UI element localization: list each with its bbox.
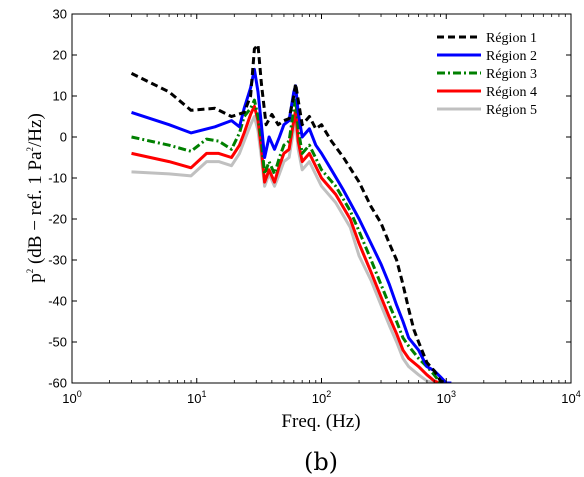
y-tick-label: -40 bbox=[48, 294, 67, 309]
y-tick-label: -50 bbox=[48, 335, 67, 350]
x-tick-label-base: 10 bbox=[561, 391, 575, 406]
x-tick-label: 100 bbox=[62, 389, 81, 406]
series-group bbox=[130, 43, 452, 383]
y-tick-label: 30 bbox=[53, 7, 67, 22]
x-axis-label: Freq. (Hz) bbox=[281, 411, 360, 432]
x-tick-label-exponent: 1 bbox=[201, 389, 206, 399]
figure-caption: (b) bbox=[304, 448, 338, 476]
y-tick-label: -20 bbox=[48, 212, 67, 227]
x-tick-label-exponent: 4 bbox=[576, 389, 581, 399]
y-tick-label: -60 bbox=[48, 376, 67, 391]
legend-label-region-1: Région 1 bbox=[486, 31, 537, 46]
y-axis-label-end: /Hz) bbox=[25, 113, 46, 147]
y-tick-label: 0 bbox=[60, 130, 67, 145]
series-line-region-3 bbox=[131, 96, 442, 383]
y-axis-label: p2 (dB − ref. 1 Pa2/Hz) bbox=[25, 113, 46, 283]
legend: Région 1 Région 2 Région 3 Région 4 Région 5 bbox=[437, 31, 537, 118]
y-tick-label: -10 bbox=[48, 171, 67, 186]
x-tick-label-exponent: 0 bbox=[77, 389, 82, 399]
y-axis-label-middle: (dB − ref. 1 Pa bbox=[25, 151, 46, 269]
x-tick-label: 102 bbox=[312, 389, 331, 406]
y-tick-label: 20 bbox=[53, 48, 67, 63]
y-tick-label: 10 bbox=[53, 89, 67, 104]
series-line-region-2 bbox=[131, 67, 452, 383]
x-tick-label-exponent: 2 bbox=[326, 389, 331, 399]
x-tick-label: 103 bbox=[437, 389, 456, 406]
legend-label-region-3: Région 3 bbox=[486, 67, 537, 82]
legend-label-region-5: Région 5 bbox=[486, 103, 537, 118]
y-axis-label-pa-exponent: 2 bbox=[25, 147, 35, 152]
series-line-region-4 bbox=[131, 104, 440, 383]
x-tick-label-base: 10 bbox=[62, 391, 76, 406]
x-tick-label-base: 10 bbox=[187, 391, 201, 406]
legend-label-region-2: Région 2 bbox=[486, 49, 537, 64]
x-tick-label-base: 10 bbox=[437, 391, 451, 406]
legend-label-region-4: Région 4 bbox=[486, 85, 537, 100]
x-tick-label: 101 bbox=[187, 389, 206, 406]
y-axis-label-p-exponent: 2 bbox=[25, 269, 35, 274]
series-line-region-1 bbox=[130, 43, 447, 383]
y-axis-label-p: p bbox=[25, 273, 46, 283]
y-tick-label: -30 bbox=[48, 253, 67, 268]
x-tick-label-base: 10 bbox=[312, 391, 326, 406]
x-tick-label-exponent: 3 bbox=[451, 389, 456, 399]
x-tick-label: 104 bbox=[561, 389, 580, 406]
